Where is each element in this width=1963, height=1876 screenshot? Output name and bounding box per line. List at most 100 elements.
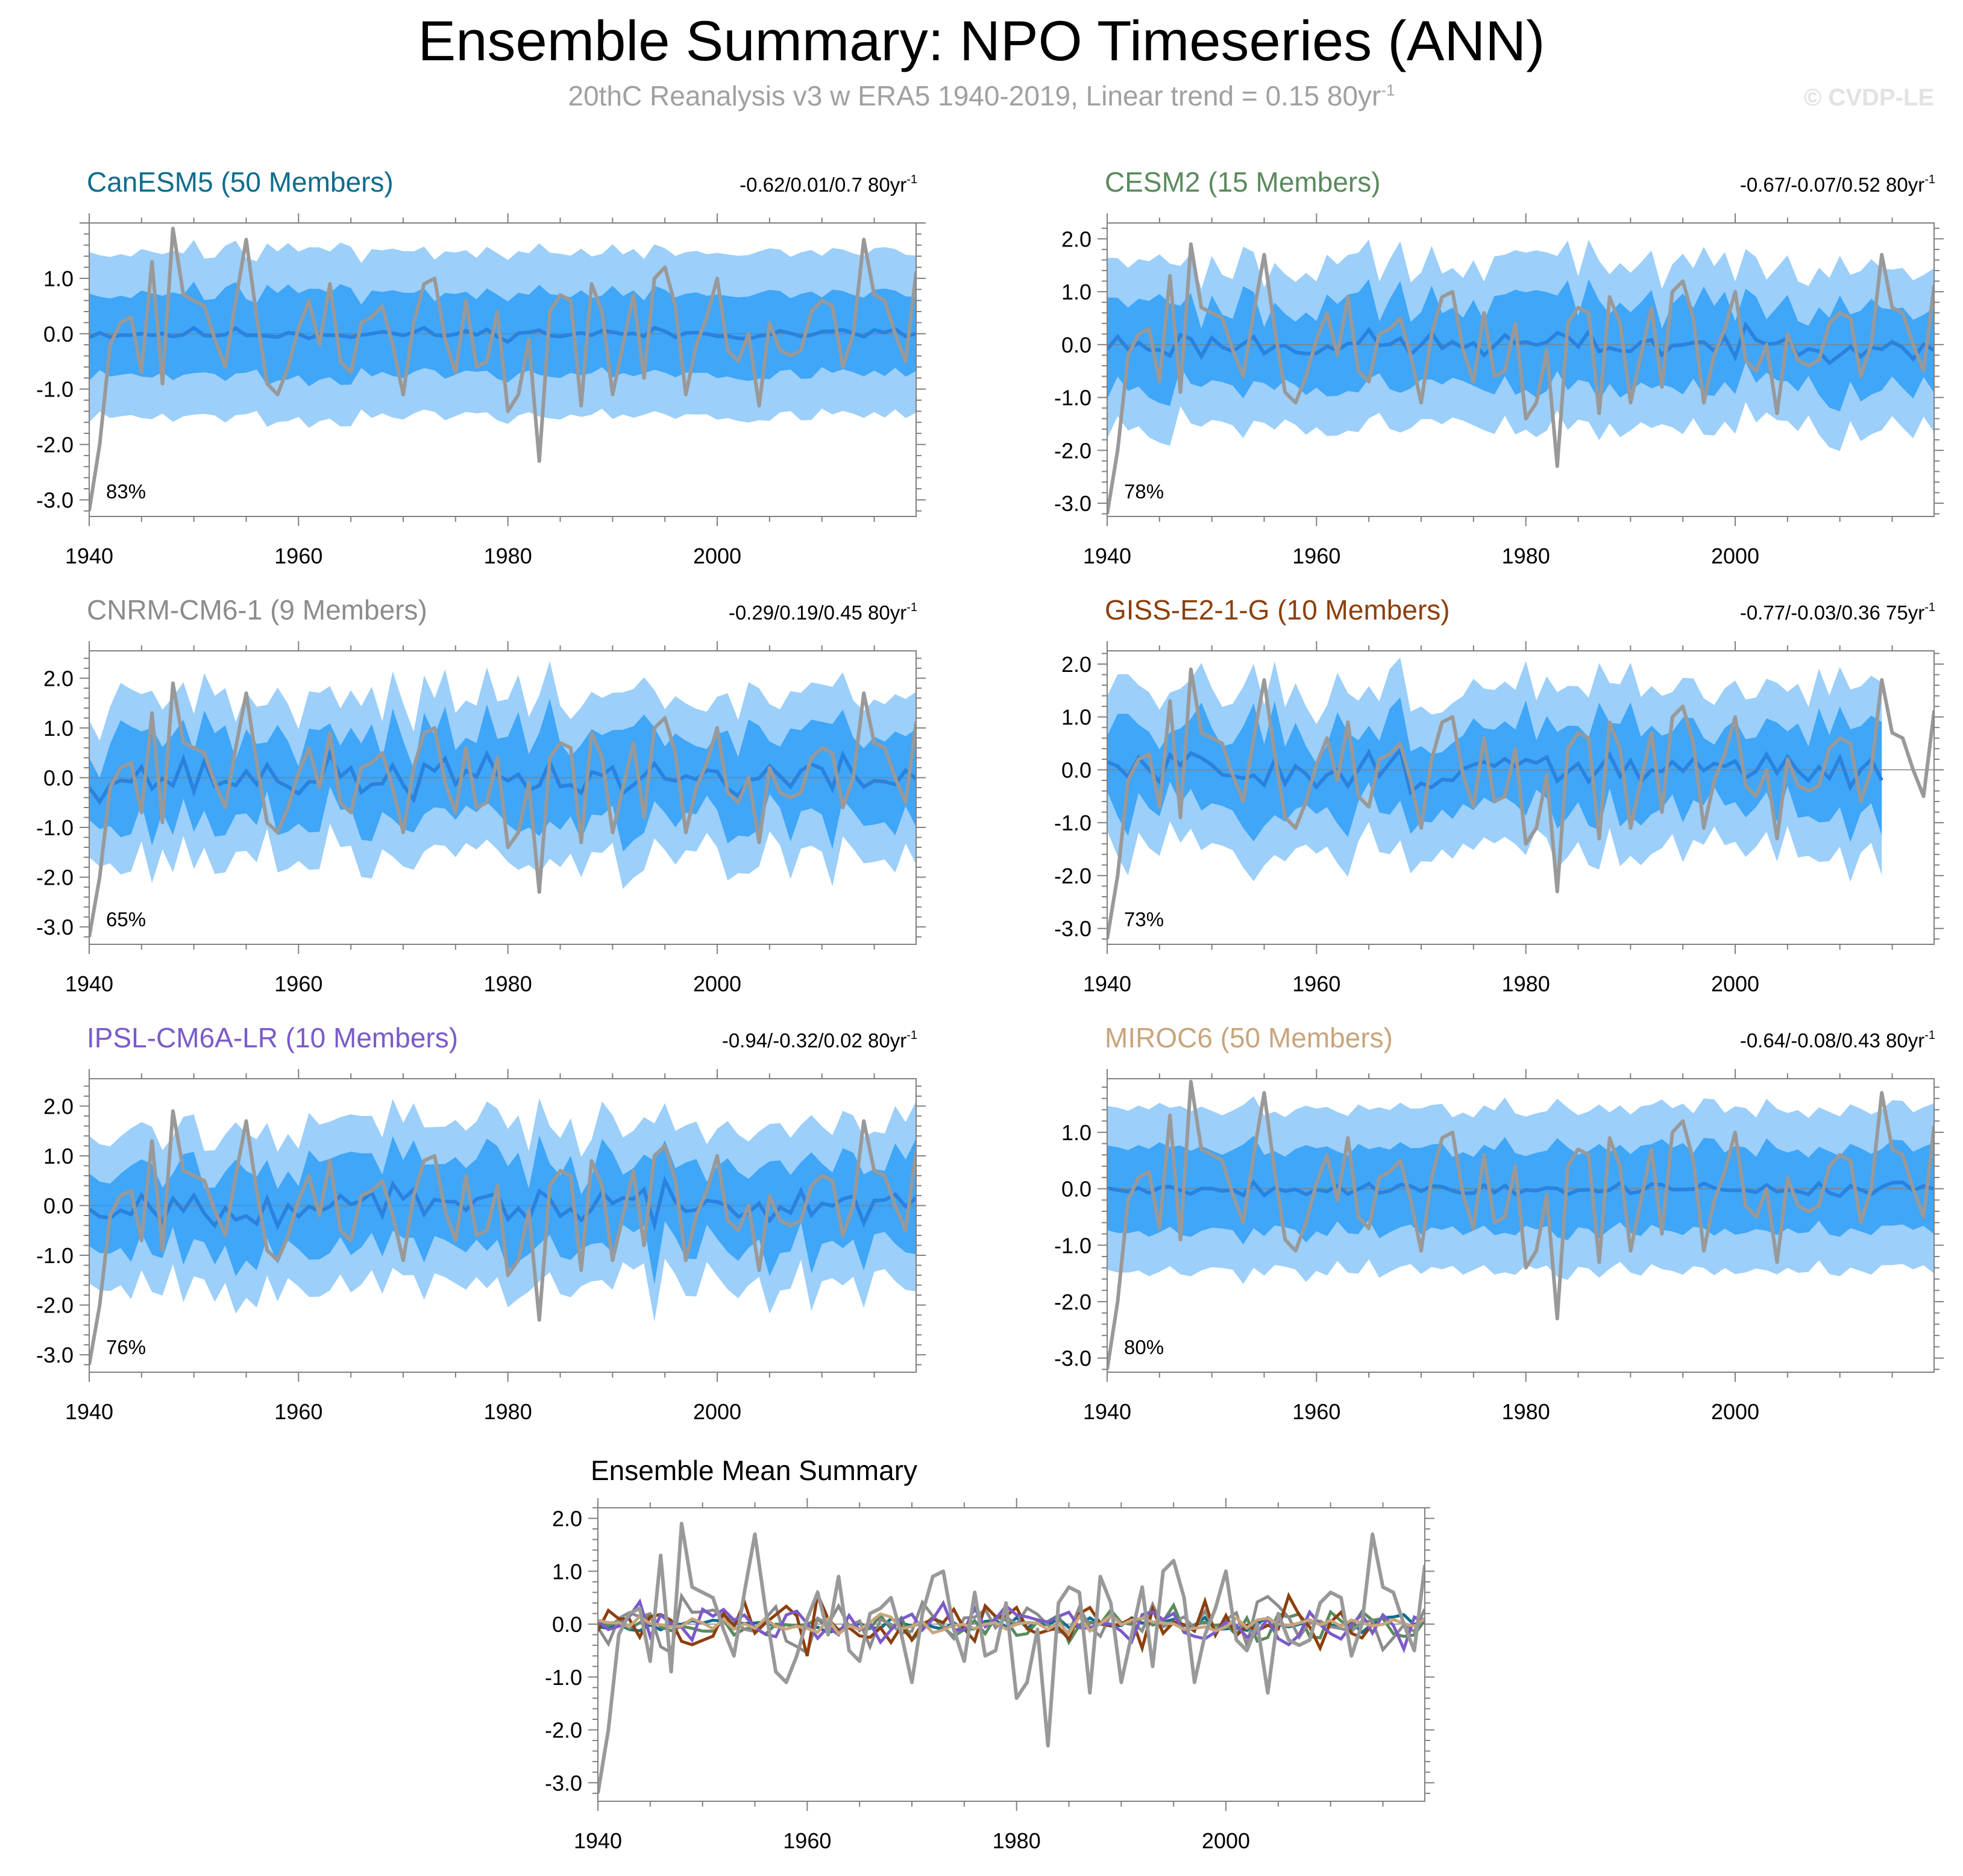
plot-area — [89, 1098, 916, 1366]
x-tick-label: 1980 — [1502, 1399, 1550, 1424]
plot-area — [1107, 1079, 1934, 1370]
chart-panel-giss-e2-1-g: 2.0 1.0 0.0 -1.0 -2.0 -3.0 1940 1960 1980 2000 GIS… — [1054, 594, 1944, 996]
plot-frame — [1107, 650, 1935, 945]
y-tick-label: 2.0 — [1061, 227, 1091, 251]
observation-line — [89, 1109, 916, 1366]
y-tick-label: -2.0 — [36, 433, 74, 457]
plot-area — [1107, 657, 1934, 940]
trend-text: -0.62/0.01/0.7 80yr-1 — [740, 173, 917, 196]
trend-superscript: -1 — [1924, 601, 1935, 614]
y-tick-label: -3.0 — [36, 1343, 74, 1367]
x-tick-label: 1980 — [484, 544, 532, 568]
x-tick-label: 1960 — [1292, 1399, 1340, 1424]
panel-title: Ensemble Mean Summary — [591, 1455, 917, 1486]
y-tick-label: -1.0 — [1054, 811, 1091, 835]
observation-line — [89, 681, 916, 938]
observation-line — [89, 227, 916, 512]
y-tick-label: -1.0 — [36, 815, 74, 840]
y-tick-label: -2.0 — [36, 1293, 74, 1318]
trend-superscript: -1 — [906, 1029, 917, 1042]
x-tick-label: 1960 — [1292, 544, 1340, 568]
panel-title: CNRM-CM6-1 (9 Members) — [87, 594, 427, 626]
panel-title: IPSL-CM6A-LR (10 Members) — [87, 1022, 458, 1053]
plot-frame — [1107, 1078, 1935, 1373]
x-tick-label: 1940 — [1083, 971, 1131, 996]
y-tick-label: -3.0 — [545, 1771, 582, 1795]
subtitle-superscript: -1 — [1381, 81, 1395, 99]
percent-label: 73% — [1124, 908, 1164, 930]
x-tick-label: 1980 — [1502, 971, 1550, 996]
y-tick-label: 0.0 — [1061, 758, 1091, 782]
y-tick-label: -1.0 — [1054, 386, 1091, 410]
x-tick-label: 1960 — [274, 1399, 322, 1424]
ensemble-mean-line — [89, 325, 916, 344]
percent-label: 80% — [1124, 1336, 1164, 1358]
y-tick-label: -2.0 — [545, 1718, 582, 1743]
y-tick-label: 2.0 — [43, 1094, 74, 1118]
x-tick-label: 2000 — [1711, 971, 1759, 996]
percent-label: 65% — [106, 908, 146, 930]
chart-panel-canesm5: 1.0 0.0 -1.0 -2.0 -3.0 1940 1960 1980 2000 CanESM… — [36, 166, 926, 568]
observation-line — [1107, 1079, 1934, 1370]
y-tick-label: 0.0 — [43, 765, 74, 790]
x-tick-label: 2000 — [693, 971, 741, 996]
panel-title: GISS-E2-1-G (10 Members) — [1105, 594, 1450, 626]
x-tick-label: 1960 — [1292, 971, 1340, 996]
y-tick-label: -1.0 — [545, 1665, 582, 1690]
y-tick-label: 2.0 — [1061, 652, 1091, 677]
ensemble-mean-line — [1107, 745, 1883, 796]
page-subtitle: 20thC Reanalysis v3 w ERA5 1940-2019, Li… — [0, 80, 1963, 112]
y-tick-label: 0.0 — [43, 1193, 74, 1218]
chart-panel-cesm2: 2.0 1.0 0.0 -1.0 -2.0 -3.0 1940 1960 1980 2000 CES… — [1054, 166, 1944, 568]
y-tick-label: 0.0 — [1061, 333, 1091, 357]
y-tick-label: 2.0 — [43, 666, 74, 691]
x-tick-label: 2000 — [1711, 1399, 1759, 1424]
y-tick-label: 1.0 — [43, 266, 74, 291]
trend-superscript: -1 — [1924, 1029, 1935, 1042]
ensemble-mean-line — [89, 1175, 916, 1232]
x-tick-label: 1980 — [993, 1828, 1041, 1853]
chart-panel-ipsl-cm6a-lr: 2.0 1.0 0.0 -1.0 -2.0 -3.0 1940 1960 1980 2000 IPS… — [36, 1022, 926, 1424]
y-tick-label: -1.0 — [36, 1243, 74, 1268]
inner-spread-band — [89, 698, 916, 852]
plot-area — [89, 661, 916, 938]
x-tick-label: 1940 — [1083, 544, 1131, 568]
x-tick-label: 1940 — [65, 544, 113, 568]
y-tick-label: 2.0 — [552, 1507, 582, 1531]
y-tick-label: 1.0 — [552, 1559, 582, 1584]
y-tick-label: 0.0 — [552, 1612, 582, 1637]
x-tick-label: 1980 — [1502, 544, 1550, 568]
plot-frame — [597, 1507, 1425, 1802]
y-tick-label: -2.0 — [36, 865, 74, 890]
observation-line — [1107, 242, 1934, 515]
chart-panel-ensemble-mean-summary: 2.0 1.0 0.0 -1.0 -2.0 -3.0 1940 1960 1980 2000 Ens… — [545, 1455, 1434, 1853]
trend-superscript: -1 — [1924, 173, 1935, 186]
x-tick-label: 1980 — [484, 971, 532, 996]
x-tick-label: 2000 — [693, 544, 741, 568]
x-tick-label: 2000 — [693, 1399, 741, 1424]
inner-spread-band — [1107, 279, 1934, 412]
y-tick-label: -3.0 — [36, 488, 74, 512]
x-tick-label: 1940 — [65, 971, 113, 996]
trend-superscript: -1 — [906, 173, 917, 186]
y-tick-label: 1.0 — [43, 1144, 74, 1169]
series-line-ipsl-cm6a-lr — [598, 1598, 1425, 1654]
subtitle-text: 20thC Reanalysis v3 w ERA5 1940-2019, Li… — [568, 80, 1381, 111]
y-tick-label: -1.0 — [36, 377, 74, 402]
plot-frame — [1107, 222, 1935, 517]
observation-line — [1107, 667, 1934, 940]
trend-text: -0.67/-0.07/0.52 80yr-1 — [1740, 173, 1935, 196]
x-tick-label: 2000 — [1711, 544, 1759, 568]
series-line-giss-e2-1-g — [598, 1589, 1374, 1657]
y-tick-label: 0.0 — [43, 322, 74, 347]
plot-frame — [89, 222, 917, 517]
plot-area — [598, 1522, 1425, 1794]
chart-panel-miroc6: 1.0 0.0 -1.0 -2.0 -3.0 1940 1960 1980 2000 MIROC6… — [1054, 1022, 1944, 1424]
y-tick-label: -2.0 — [1054, 1290, 1091, 1314]
x-tick-label: 1940 — [65, 1399, 113, 1424]
observation-line — [598, 1522, 1425, 1794]
page-title: Ensemble Summary: NPO Timeseries (ANN) — [418, 9, 1545, 72]
y-tick-label: 1.0 — [43, 716, 74, 741]
trend-text: -0.77/-0.03/0.36 75yr-1 — [1740, 601, 1935, 624]
